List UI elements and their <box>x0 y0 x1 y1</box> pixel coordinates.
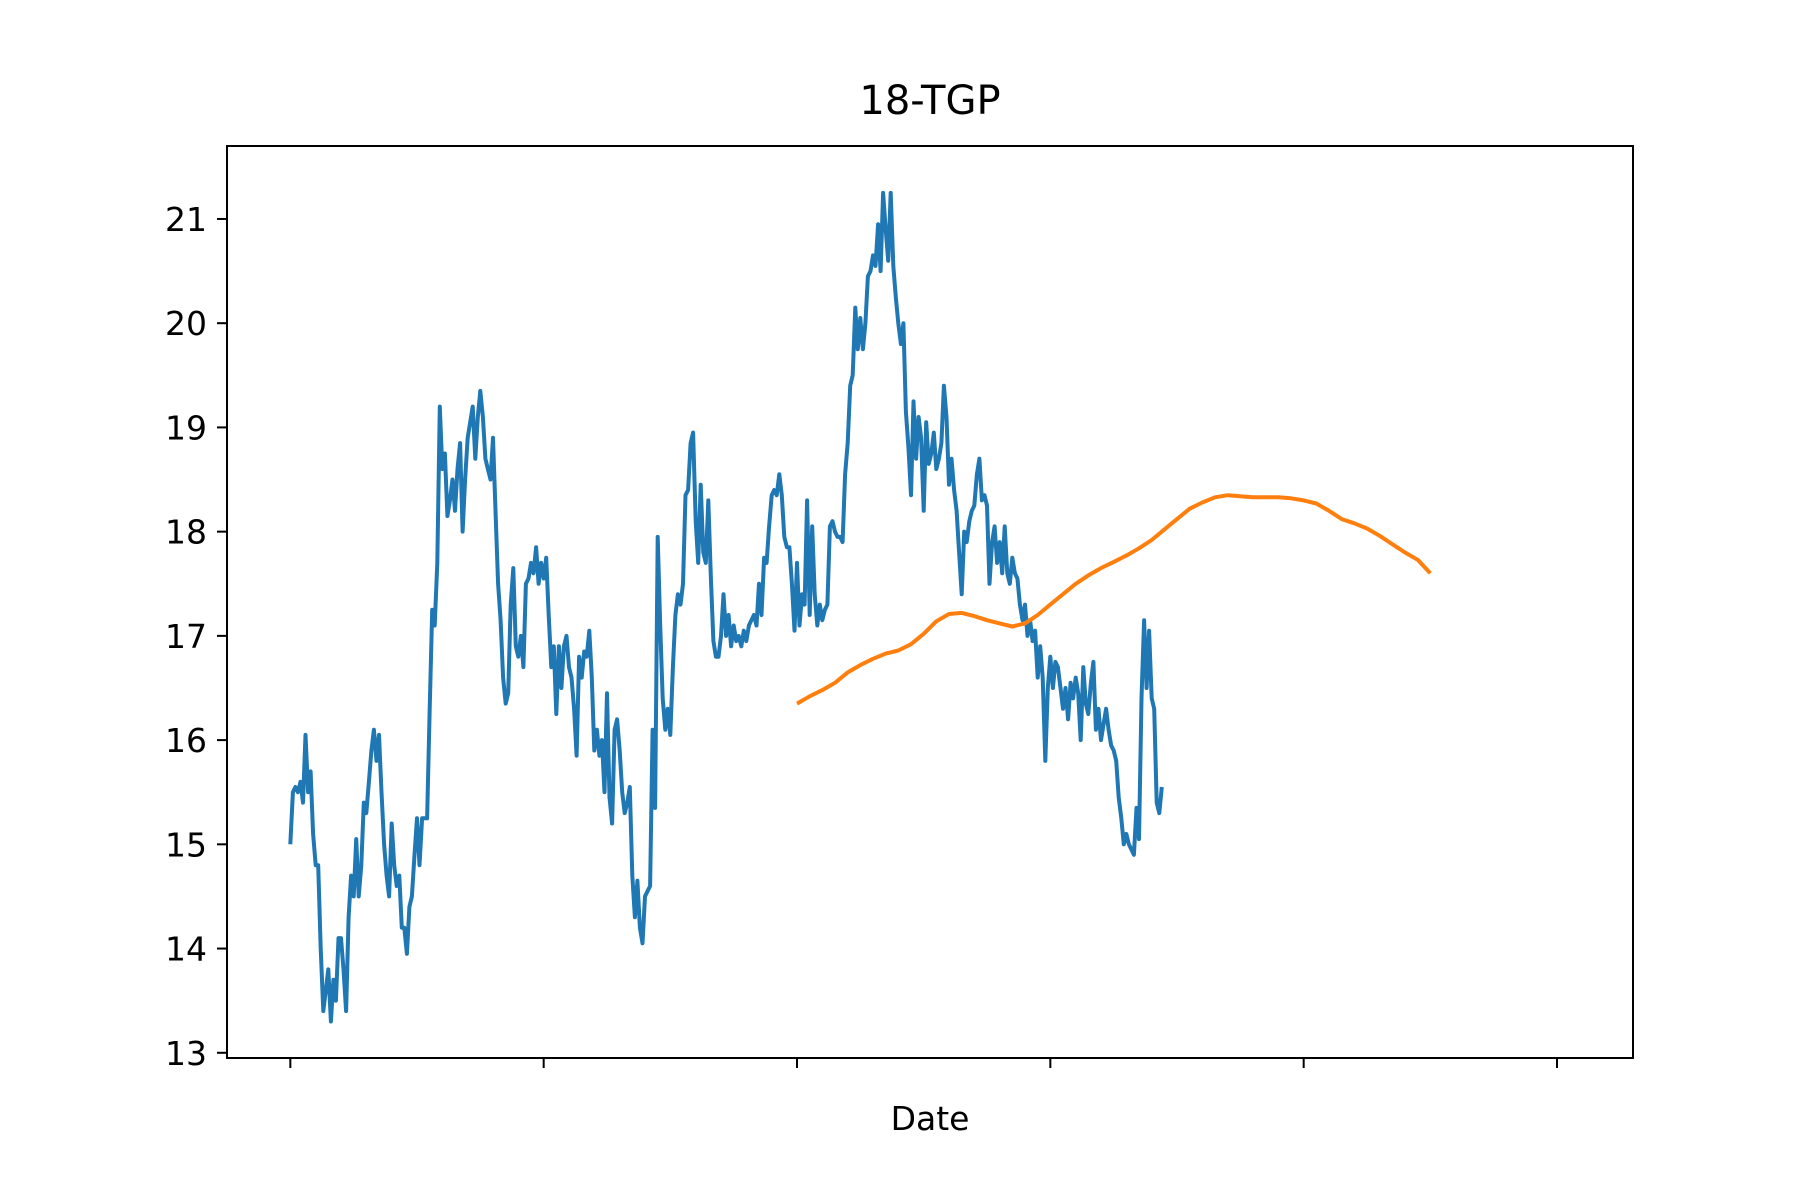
y-tick-label: 17 <box>165 617 207 656</box>
series-line-2 <box>796 493 1432 706</box>
y-tick-label: 16 <box>165 721 207 760</box>
series-layer <box>288 190 1432 1024</box>
y-tick-label: 19 <box>165 408 207 447</box>
y-tick-label: 15 <box>165 825 207 864</box>
plot-frame <box>226 145 1634 1059</box>
y-axis-ticks: 13 14 15 16 17 18 19 20 21 <box>165 200 227 1073</box>
y-tick-label: 20 <box>165 304 207 343</box>
series-line-1 <box>288 190 1164 1024</box>
y-tick-label: 13 <box>165 1034 207 1073</box>
y-tick-label: 18 <box>165 513 207 552</box>
y-tick-label: 21 <box>165 200 207 239</box>
y-tick-label: 14 <box>165 930 207 969</box>
x-axis-label: Date <box>891 1099 970 1138</box>
x-axis-ticks <box>289 1058 1558 1068</box>
chart-title: 18-TGP <box>859 78 1000 124</box>
